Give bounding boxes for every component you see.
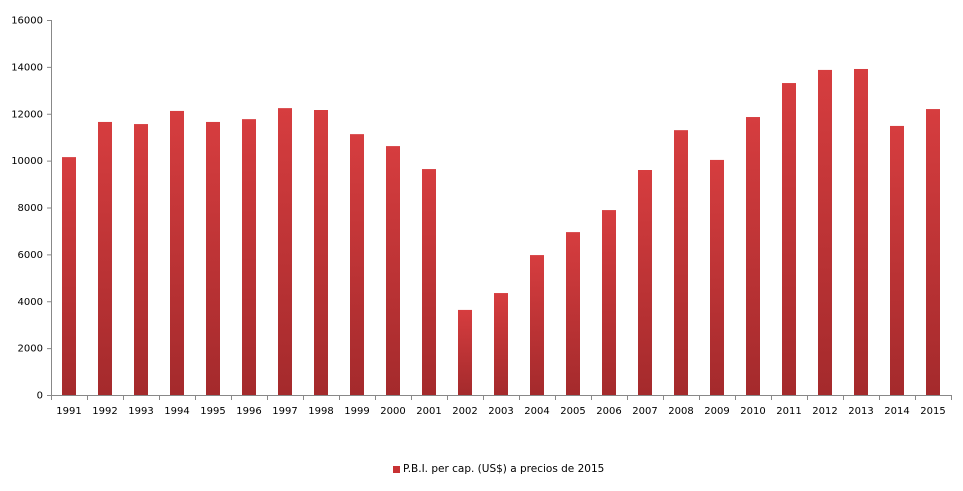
x-tick-label: 2003 xyxy=(488,406,513,417)
y-tick-label: 8000 xyxy=(18,203,43,214)
bar-2004 xyxy=(530,255,544,395)
legend-swatch xyxy=(393,465,400,473)
y-tick-label: 4000 xyxy=(18,297,43,308)
x-tick-label: 2009 xyxy=(704,406,729,417)
x-tick-label: 1997 xyxy=(272,406,297,417)
x-tick-label: 2010 xyxy=(740,406,765,417)
bar-1994 xyxy=(170,110,184,395)
x-tick-label: 1998 xyxy=(308,406,333,417)
x-tick-label: 1994 xyxy=(164,406,189,417)
bar-2012 xyxy=(818,69,832,395)
y-tick-label: 10000 xyxy=(11,156,43,167)
x-tick-label: 1993 xyxy=(128,406,153,417)
bar-2007 xyxy=(638,170,652,395)
x-tick-label: 1992 xyxy=(92,406,117,417)
y-tick-label: 16000 xyxy=(11,16,43,27)
bar-2000 xyxy=(386,146,400,395)
x-tick-label: 1991 xyxy=(56,406,81,417)
legend-label: P.B.I. per cap. (US$) a precios de 2015 xyxy=(403,463,605,475)
bar-2003 xyxy=(494,293,508,395)
x-tick-label: 2005 xyxy=(560,406,585,417)
bar-2005 xyxy=(566,232,580,395)
bar-2014 xyxy=(890,125,904,395)
bar-2008 xyxy=(674,130,688,395)
y-tick-label: 6000 xyxy=(18,250,43,261)
bar-2015 xyxy=(926,109,940,395)
x-tick-label: 2006 xyxy=(596,406,621,417)
y-tick-label: 12000 xyxy=(11,109,43,120)
x-tick-label: 1995 xyxy=(200,406,225,417)
bar-1992 xyxy=(98,121,112,395)
x-tick-label: 2011 xyxy=(776,406,801,417)
x-tick-label: 2001 xyxy=(416,406,441,417)
bar-2001 xyxy=(422,169,436,395)
bar-1996 xyxy=(242,119,256,395)
x-tick-label: 2015 xyxy=(920,406,945,417)
legend: P.B.I. per cap. (US$) a precios de 2015 xyxy=(393,463,604,475)
x-tick-label: 2000 xyxy=(380,406,405,417)
x-tick-label: 2014 xyxy=(884,406,909,417)
bar-2006 xyxy=(602,210,616,395)
bar-2002 xyxy=(458,309,472,395)
y-tick-label: 2000 xyxy=(18,344,43,355)
y-tick-label: 0 xyxy=(37,391,43,402)
x-tick-label: 1999 xyxy=(344,406,369,417)
bar-2011 xyxy=(782,83,796,395)
y-tick-label: 14000 xyxy=(11,62,43,73)
bar-1995 xyxy=(206,121,220,395)
x-tick-label: 1996 xyxy=(236,406,261,417)
x-tick-label: 2013 xyxy=(848,406,873,417)
bar-1998 xyxy=(314,110,328,395)
bar-1991 xyxy=(62,157,76,395)
x-tick-label: 2004 xyxy=(524,406,549,417)
x-tick-label: 2007 xyxy=(632,406,657,417)
bar-2010 xyxy=(746,117,760,395)
bar-1993 xyxy=(134,124,148,395)
bar-2009 xyxy=(710,159,724,395)
x-tick-label: 2002 xyxy=(452,406,477,417)
bar-2013 xyxy=(854,68,868,395)
x-tick-label: 2008 xyxy=(668,406,693,417)
bar-1997 xyxy=(278,108,292,395)
bar-1999 xyxy=(350,134,364,395)
x-tick-label: 2012 xyxy=(812,406,837,417)
